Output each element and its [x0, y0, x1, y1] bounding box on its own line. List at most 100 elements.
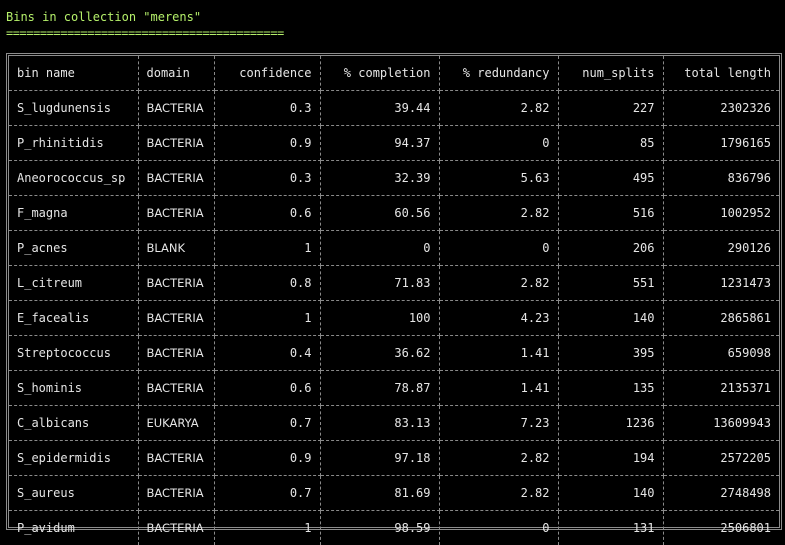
total-length-cell: 2135371	[663, 371, 779, 406]
column-header-completion: % completion	[320, 56, 439, 91]
num-splits-cell: 495	[558, 161, 663, 196]
redundancy-cell: 2.82	[439, 476, 558, 511]
num-splits-cell: 135	[558, 371, 663, 406]
num-splits-cell: 1236	[558, 406, 663, 441]
domain-cell: BACTERIA	[138, 126, 214, 161]
total-length-cell: 2506801	[663, 511, 779, 545]
total-length-cell: 2865861	[663, 301, 779, 336]
confidence-cell: 0.6	[214, 196, 320, 231]
bin-name-cell: S_aureus	[9, 476, 138, 511]
redundancy-cell: 5.63	[439, 161, 558, 196]
bin-name-cell: F_magna	[9, 196, 138, 231]
total-length-cell: 2302326	[663, 91, 779, 126]
num-splits-cell: 227	[558, 91, 663, 126]
completion-cell: 36.62	[320, 336, 439, 371]
redundancy-cell: 2.82	[439, 91, 558, 126]
num-splits-cell: 140	[558, 476, 663, 511]
bin-name-cell: Streptococcus	[9, 336, 138, 371]
confidence-cell: 0.4	[214, 336, 320, 371]
domain-cell: BACTERIA	[138, 301, 214, 336]
redundancy-cell: 2.82	[439, 196, 558, 231]
confidence-cell: 0.3	[214, 161, 320, 196]
domain-cell: BACTERIA	[138, 196, 214, 231]
total-length-cell: 1002952	[663, 196, 779, 231]
bin-name-cell: P_acnes	[9, 231, 138, 266]
completion-cell: 97.18	[320, 441, 439, 476]
num-splits-cell: 194	[558, 441, 663, 476]
domain-cell: BACTERIA	[138, 371, 214, 406]
total-length-cell: 2572205	[663, 441, 779, 476]
domain-cell: BLANK	[138, 231, 214, 266]
completion-cell: 100	[320, 301, 439, 336]
domain-cell: BACTERIA	[138, 511, 214, 545]
domain-cell: EUKARYA	[138, 406, 214, 441]
domain-cell: BACTERIA	[138, 441, 214, 476]
bin-name-cell: S_epidermidis	[9, 441, 138, 476]
bin-name-cell: Aneorococcus_sp	[9, 161, 138, 196]
total-length-cell: 2748498	[663, 476, 779, 511]
domain-cell: BACTERIA	[138, 266, 214, 301]
bin-name-cell: E_facealis	[9, 301, 138, 336]
bin-name-cell: C_albicans	[9, 406, 138, 441]
confidence-cell: 0.7	[214, 476, 320, 511]
bin-name-cell: S_lugdunensis	[9, 91, 138, 126]
bin-name-cell: L_citreum	[9, 266, 138, 301]
completion-cell: 71.83	[320, 266, 439, 301]
domain-cell: BACTERIA	[138, 91, 214, 126]
redundancy-cell: 0	[439, 126, 558, 161]
num-splits-cell: 131	[558, 511, 663, 545]
bin-name-cell: P_avidum	[9, 511, 138, 545]
confidence-cell: 0.9	[214, 126, 320, 161]
num-splits-cell: 140	[558, 301, 663, 336]
num-splits-cell: 516	[558, 196, 663, 231]
domain-cell: BACTERIA	[138, 161, 214, 196]
confidence-cell: 0.3	[214, 91, 320, 126]
column-header-total-length: total length	[663, 56, 779, 91]
total-length-cell: 1231473	[663, 266, 779, 301]
completion-cell: 81.69	[320, 476, 439, 511]
column-header-domain: domain	[138, 56, 214, 91]
confidence-cell: 0.8	[214, 266, 320, 301]
redundancy-cell: 0	[439, 231, 558, 266]
completion-cell: 83.13	[320, 406, 439, 441]
confidence-cell: 0.9	[214, 441, 320, 476]
num-splits-cell: 395	[558, 336, 663, 371]
domain-cell: BACTERIA	[138, 476, 214, 511]
total-length-cell: 13609943	[663, 406, 779, 441]
redundancy-cell: 2.82	[439, 441, 558, 476]
total-length-cell: 1796165	[663, 126, 779, 161]
num-splits-cell: 85	[558, 126, 663, 161]
bins-table-container: bin name domain confidence % completion …	[6, 53, 782, 530]
completion-cell: 60.56	[320, 196, 439, 231]
completion-cell: 78.87	[320, 371, 439, 406]
confidence-cell: 1	[214, 301, 320, 336]
completion-cell: 98.59	[320, 511, 439, 545]
num-splits-cell: 206	[558, 231, 663, 266]
page-title: Bins in collection "merens"	[6, 10, 201, 25]
completion-cell: 0	[320, 231, 439, 266]
column-header-bin-name: bin name	[9, 56, 138, 91]
redundancy-cell: 1.41	[439, 371, 558, 406]
confidence-cell: 1	[214, 511, 320, 545]
total-length-cell: 659098	[663, 336, 779, 371]
domain-cell: BACTERIA	[138, 336, 214, 371]
num-splits-cell: 551	[558, 266, 663, 301]
completion-cell: 39.44	[320, 91, 439, 126]
redundancy-cell: 4.23	[439, 301, 558, 336]
bins-table: bin name domain confidence % completion …	[9, 56, 779, 545]
column-header-confidence: confidence	[214, 56, 320, 91]
redundancy-cell: 0	[439, 511, 558, 545]
